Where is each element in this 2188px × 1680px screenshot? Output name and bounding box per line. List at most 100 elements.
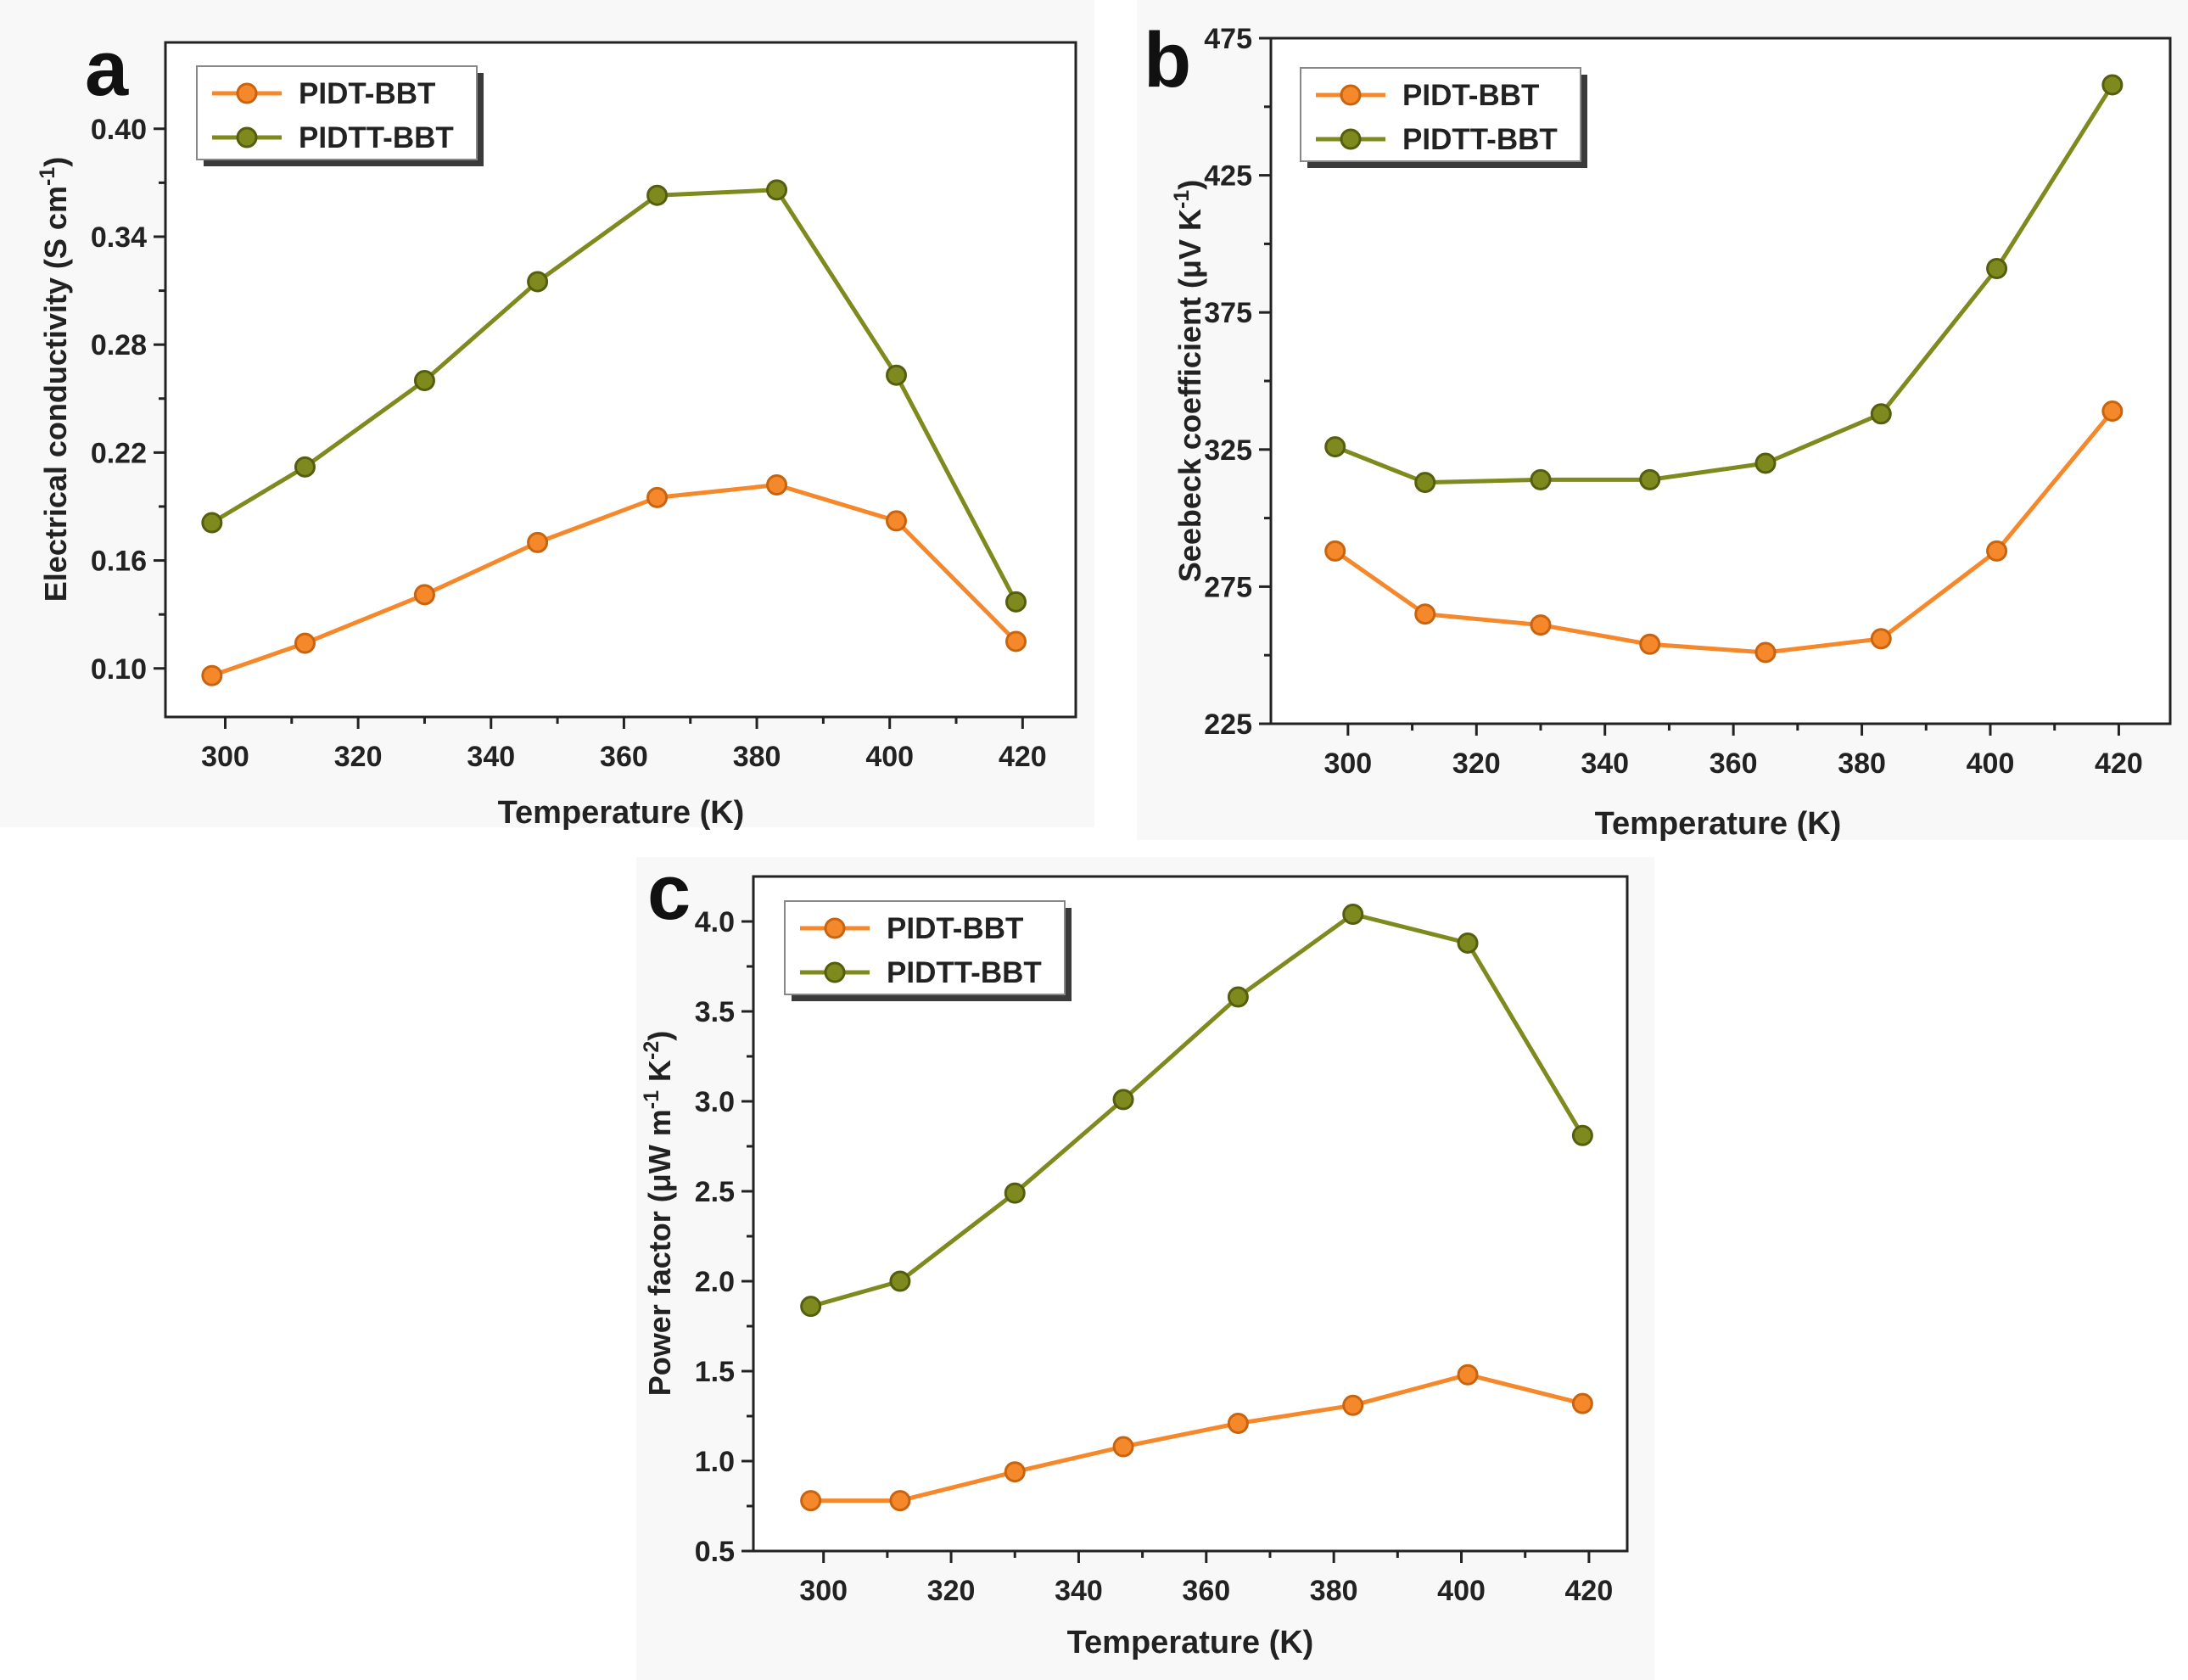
legend-entry-pidtt-bbt: PIDTT-BBT (299, 121, 454, 154)
x-tick-label: 400 (865, 741, 914, 773)
x-tick-label: 320 (334, 741, 383, 773)
series-line-pidtt-bbt (810, 912, 1585, 1309)
data-point-pidtt-bbt (1112, 1089, 1134, 1111)
y-tick-label: 0.28 (91, 329, 147, 361)
data-point-pidt-bbt (1986, 540, 2008, 562)
x-tick-label: 300 (201, 741, 249, 773)
data-point-pidtt-bbt (889, 1270, 911, 1292)
data-point-pidt-bbt (1004, 1461, 1026, 1483)
data-point-pidtt-bbt (800, 1296, 822, 1318)
data-point-pidt-bbt (1342, 1394, 1364, 1416)
series-line-pidt-bbt (810, 1372, 1584, 1504)
data-point-pidtt-bbt (766, 179, 788, 201)
legend-swatch-marker (1340, 84, 1362, 106)
y-axis-title-ylabel-end: ) (642, 1031, 677, 1041)
data-point-pidtt-bbt (1342, 904, 1364, 926)
data-point-pidt-bbt (766, 474, 788, 496)
x-tick-label: 320 (1452, 748, 1501, 780)
legend-entry-pidt-bbt: PIDT-BBT (887, 912, 1023, 945)
series-line-pidt-bbt (210, 483, 1018, 678)
x-axis-title: Temperature (K) (1595, 806, 1842, 842)
data-point-pidtt-bbt (1870, 403, 1892, 425)
data-point-pidtt-bbt (1571, 1124, 1593, 1146)
x-axis-title: Temperature (K) (498, 795, 745, 831)
x-tick-label: 360 (1182, 1575, 1230, 1607)
data-point-pidtt-bbt (2101, 74, 2124, 96)
data-point-pidtt-bbt (646, 184, 669, 206)
legend-swatch-marker (236, 82, 258, 104)
y-tick-label: 1.5 (695, 1356, 735, 1388)
y-axis-title-ylabel-sup: -1 (640, 1090, 663, 1109)
panel-label: a (85, 25, 129, 112)
y-tick-label: 275 (1204, 571, 1252, 603)
y-tick-label: 0.10 (91, 653, 147, 686)
data-point-pidt-bbt (2101, 400, 2124, 423)
data-point-pidt-bbt (1754, 641, 1777, 664)
data-point-pidt-bbt (1414, 603, 1436, 625)
y-tick-label: 3.0 (695, 1086, 735, 1118)
data-point-pidtt-bbt (201, 512, 223, 534)
legend: PIDT-BBT PIDTT-BBT (1300, 67, 1587, 168)
data-point-pidt-bbt (1112, 1436, 1134, 1458)
y-tick-label: 425 (1204, 160, 1252, 193)
legend-swatch-marker (824, 917, 846, 939)
y-axis-title-ylabel-sup: -1 (36, 167, 59, 186)
y-axis-title-ylabel: Electrical conductivity (S cm (38, 186, 73, 602)
legend: PIDT-BBT PIDTT-BBT (196, 65, 484, 166)
legend-swatch-marker (1340, 128, 1362, 150)
data-point-pidtt-bbt (413, 370, 435, 392)
data-point-pidt-bbt (201, 664, 223, 686)
y-axis-title: Electrical conductivity (S cm-1) (36, 157, 73, 602)
x-tick-label: 360 (600, 741, 648, 773)
y-tick-label: 0.16 (91, 546, 147, 578)
data-point-pidtt-bbt (1414, 472, 1436, 494)
legend-entry-pidt-bbt: PIDT-BBT (299, 77, 435, 110)
series-line-pidt-bbt (1334, 410, 2114, 655)
legend-entry-pidt-bbt: PIDT-BBT (1402, 79, 1539, 112)
y-tick-label: 1.0 (695, 1446, 735, 1478)
data-point-pidt-bbt (1530, 614, 1552, 636)
data-point-pidtt-bbt (1754, 452, 1777, 474)
y-tick-label: 325 (1204, 434, 1252, 467)
y-axis-title-ylabel-sup2: -2 (640, 1041, 663, 1060)
data-point-pidtt-bbt (1530, 468, 1552, 490)
y-tick-label: 0.5 (695, 1536, 735, 1568)
series-line-pidtt-bbt (210, 188, 1018, 603)
y-tick-label: 0.40 (91, 114, 147, 146)
data-point-pidtt-bbt (1457, 932, 1479, 954)
x-tick-label: 300 (799, 1575, 848, 1607)
x-tick-label: 380 (1310, 1575, 1358, 1607)
x-tick-label: 400 (1967, 748, 2015, 780)
y-axis-title-ylabel: Seebeck coefficient (μV K (1172, 209, 1207, 582)
y-tick-label: 3.5 (695, 996, 735, 1028)
data-point-pidtt-bbt (1324, 436, 1346, 458)
data-point-pidt-bbt (1571, 1392, 1593, 1414)
data-point-pidt-bbt (1324, 540, 1346, 562)
y-axis-title: Seebeck coefficient (μV K-1) (1170, 180, 1207, 582)
data-point-pidtt-bbt (294, 456, 316, 478)
data-point-pidtt-bbt (1005, 591, 1027, 613)
x-tick-label: 420 (2095, 748, 2143, 780)
data-point-pidtt-bbt (1227, 986, 1249, 1008)
y-axis-title-ylabel-mid: K (642, 1060, 677, 1090)
data-point-pidtt-bbt (527, 271, 549, 293)
data-point-pidt-bbt (1005, 630, 1027, 652)
x-tick-label: 320 (927, 1575, 976, 1607)
panel-label: b (1144, 17, 1191, 104)
data-point-pidt-bbt (800, 1490, 822, 1512)
series-line-pidtt-bbt (1334, 83, 2115, 485)
y-axis-title: Power factor (μW m-1 K-2) (640, 1031, 677, 1397)
y-tick-label: 375 (1204, 297, 1252, 329)
x-tick-label: 380 (1838, 748, 1886, 780)
panel-c: 300 320 340 360 380 400 420 0.5 1.0 1.5 2.0 2.5 3.0 3… (636, 849, 1654, 1680)
x-tick-label: 340 (467, 741, 515, 773)
x-axis-title: Temperature (K) (1067, 1625, 1314, 1660)
data-point-pidt-bbt (413, 584, 435, 606)
x-tick-label: 360 (1710, 748, 1758, 780)
y-axis-title-ylabel-end: ) (38, 157, 73, 167)
panel-label: c (647, 849, 691, 936)
y-axis-title-ylabel-end: ) (1172, 180, 1207, 190)
x-tick-label: 420 (999, 741, 1047, 773)
x-tick-label: 300 (1323, 748, 1372, 780)
